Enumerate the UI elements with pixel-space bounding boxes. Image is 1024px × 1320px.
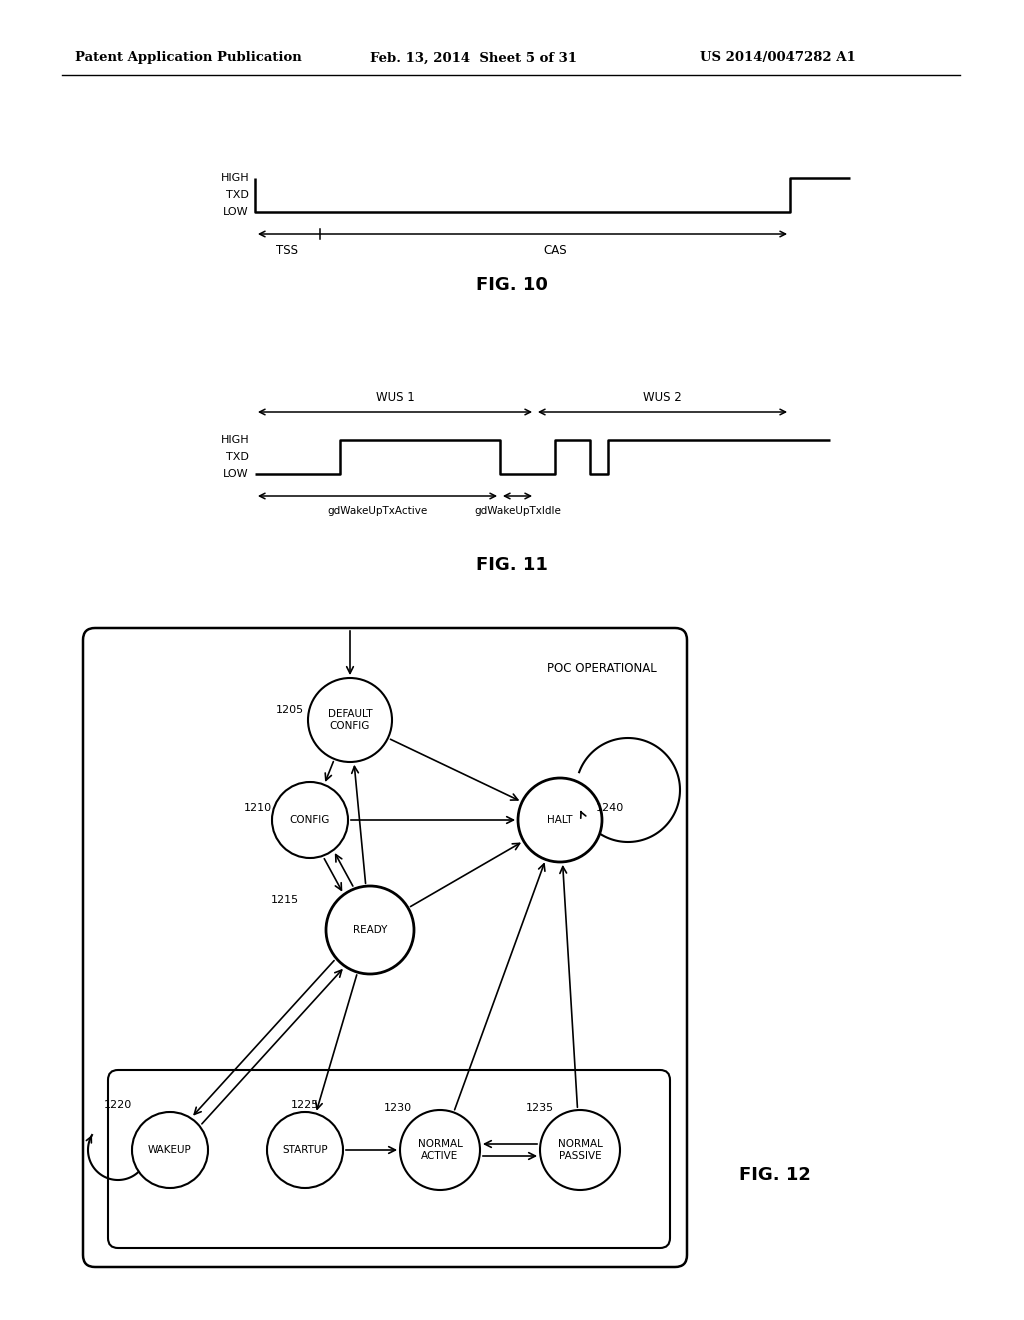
Text: 1225: 1225	[291, 1100, 319, 1110]
Text: FIG. 10: FIG. 10	[476, 276, 548, 294]
Text: 1205: 1205	[275, 705, 304, 715]
Text: FIG. 12: FIG. 12	[739, 1166, 811, 1184]
Text: Feb. 13, 2014  Sheet 5 of 31: Feb. 13, 2014 Sheet 5 of 31	[370, 51, 577, 65]
Text: 1240: 1240	[596, 803, 624, 813]
Text: HIGH: HIGH	[220, 173, 249, 183]
Circle shape	[267, 1111, 343, 1188]
Circle shape	[518, 777, 602, 862]
Text: US 2014/0047282 A1: US 2014/0047282 A1	[700, 51, 856, 65]
Text: TXD: TXD	[226, 451, 249, 462]
Text: HALT: HALT	[547, 814, 572, 825]
Text: 1235: 1235	[526, 1104, 554, 1113]
Text: 1215: 1215	[271, 895, 299, 906]
Text: WAKEUP: WAKEUP	[148, 1144, 191, 1155]
Circle shape	[540, 1110, 620, 1191]
Text: POC OPERATIONAL: POC OPERATIONAL	[547, 663, 657, 675]
Circle shape	[326, 886, 414, 974]
Text: CONFIG: CONFIG	[290, 814, 330, 825]
Text: CAS: CAS	[543, 244, 567, 257]
Text: DEFAULT
CONFIG: DEFAULT CONFIG	[328, 709, 373, 731]
Text: READY: READY	[353, 925, 387, 935]
Text: WUS 2: WUS 2	[643, 391, 682, 404]
Text: NORMAL
ACTIVE: NORMAL ACTIVE	[418, 1139, 463, 1162]
Text: Patent Application Publication: Patent Application Publication	[75, 51, 302, 65]
Circle shape	[308, 678, 392, 762]
Text: 1230: 1230	[384, 1104, 412, 1113]
FancyBboxPatch shape	[83, 628, 687, 1267]
Circle shape	[400, 1110, 480, 1191]
Text: TXD: TXD	[226, 190, 249, 201]
Text: LOW: LOW	[223, 207, 249, 216]
Text: gdWakeUpTxActive: gdWakeUpTxActive	[328, 506, 428, 516]
Text: gdWakeUpTxIdle: gdWakeUpTxIdle	[474, 506, 561, 516]
Text: 1220: 1220	[103, 1100, 132, 1110]
Text: NORMAL
PASSIVE: NORMAL PASSIVE	[557, 1139, 602, 1162]
Text: WUS 1: WUS 1	[376, 391, 415, 404]
Text: FIG. 11: FIG. 11	[476, 556, 548, 574]
Circle shape	[132, 1111, 208, 1188]
Text: STARTUP: STARTUP	[283, 1144, 328, 1155]
Text: HIGH: HIGH	[220, 436, 249, 445]
Circle shape	[272, 781, 348, 858]
FancyBboxPatch shape	[108, 1071, 670, 1247]
Text: LOW: LOW	[223, 469, 249, 479]
Text: TSS: TSS	[276, 244, 299, 257]
Text: 1210: 1210	[244, 803, 272, 813]
